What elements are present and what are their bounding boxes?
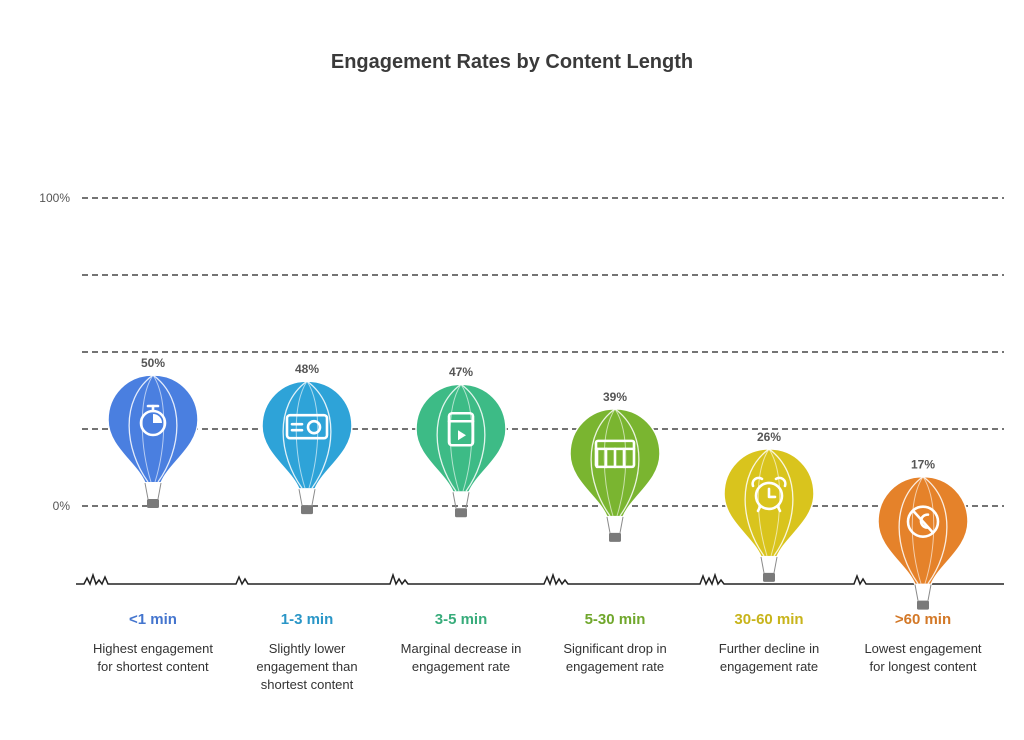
camera-icon — [285, 413, 329, 440]
value-label: 48% — [295, 362, 319, 376]
balloon-basket — [609, 532, 621, 542]
value-label: 26% — [757, 430, 781, 444]
balloon-basket — [301, 505, 313, 515]
description-labels: Highest engagement for shortest content Sl… — [93, 641, 982, 692]
description-line: Slightly lower — [269, 641, 346, 656]
description-line: for longest content — [870, 659, 977, 674]
value-label: 17% — [911, 458, 935, 472]
description-line: engagement rate — [412, 659, 510, 674]
description-line: Marginal decrease in — [401, 641, 522, 656]
description-line: Highest engagement — [93, 641, 213, 656]
category-label: 5-30 min — [585, 611, 646, 628]
description-line: engagement rate — [720, 659, 818, 674]
description-line: Significant drop in — [563, 641, 666, 656]
value-label: 50% — [141, 356, 165, 370]
description-line: Lowest engagement — [864, 641, 981, 656]
no-time-icon — [906, 505, 940, 538]
category-label: <1 min — [129, 611, 177, 628]
description-line: Further decline in — [719, 641, 819, 656]
video-player-icon — [447, 411, 475, 447]
value-label: 39% — [603, 390, 627, 404]
description-line: engagement rate — [566, 659, 664, 674]
category-label: 30-60 min — [734, 611, 803, 628]
balloon-4 — [723, 448, 815, 582]
balloon-5 — [877, 475, 969, 610]
balloon-marks: 50% 48% 47% 39% 26% 17% — [107, 356, 969, 610]
chart-title: Engagement Rates by Content Length — [331, 51, 693, 73]
value-label: 47% — [449, 365, 473, 379]
grid-lines — [82, 197, 1004, 507]
balloon-3 — [569, 408, 661, 542]
balloon-basket — [763, 572, 775, 582]
y-tick-label-0: 0% — [53, 499, 71, 513]
category-label: >60 min — [895, 611, 951, 628]
description-line: shortest content — [261, 677, 354, 692]
description-line: for shortest content — [97, 659, 209, 674]
category-labels: <1 min 1-3 min 3-5 min 5-30 min 30-60 min >60… — [129, 611, 951, 628]
alarm-clock-icon — [751, 476, 787, 513]
category-label: 1-3 min — [281, 611, 334, 628]
description-line: engagement than — [256, 659, 357, 674]
baseline — [76, 572, 1004, 587]
stopwatch-icon — [139, 404, 167, 437]
balloon-1 — [261, 380, 353, 515]
film-strip-icon — [594, 439, 636, 469]
balloon-basket — [455, 508, 467, 518]
category-label: 3-5 min — [435, 611, 488, 628]
y-tick-label-100: 100% — [39, 191, 70, 205]
balloon-basket — [147, 499, 159, 508]
balloon-2 — [415, 383, 507, 518]
balloon-0 — [107, 374, 199, 508]
balloon-basket — [917, 600, 929, 610]
